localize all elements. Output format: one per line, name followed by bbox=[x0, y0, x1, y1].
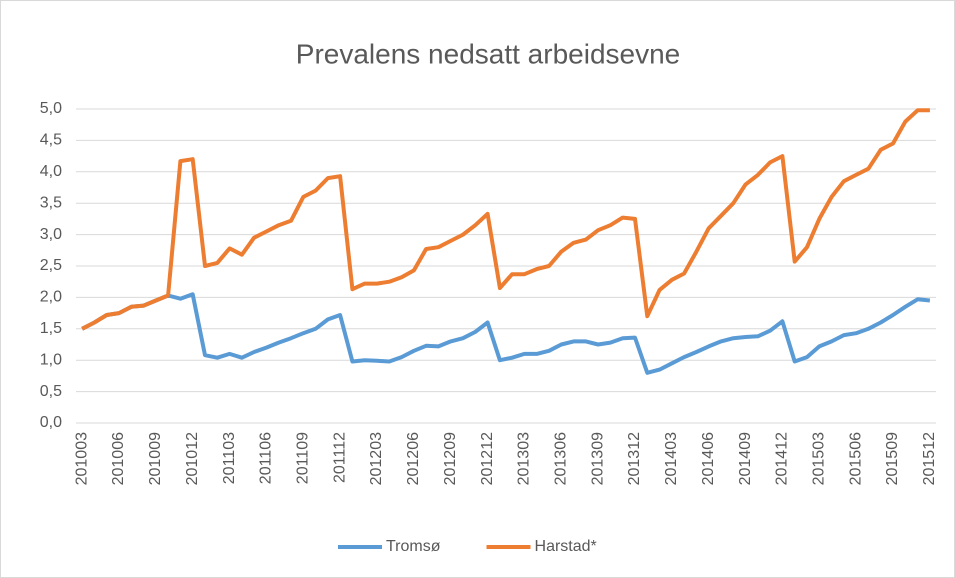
y-tick-label: 3,5 bbox=[40, 194, 62, 211]
x-tick-label: 201103 bbox=[221, 432, 238, 484]
y-tick-label: 5,0 bbox=[40, 100, 62, 117]
series-line bbox=[81, 292, 931, 375]
y-tick-label: 4,0 bbox=[40, 163, 62, 180]
x-tick-label: 201209 bbox=[442, 432, 459, 485]
x-tick-label: 201312 bbox=[626, 432, 643, 485]
x-tick-label: 201112 bbox=[331, 432, 348, 483]
y-tick-label: 0,5 bbox=[40, 383, 62, 400]
y-tick-label: 0,0 bbox=[40, 414, 62, 431]
x-tick-label: 201509 bbox=[884, 432, 901, 485]
y-tick-label: 4,5 bbox=[40, 132, 62, 149]
y-tick-label: 1,0 bbox=[40, 351, 62, 368]
x-tick-label: 201106 bbox=[258, 432, 275, 484]
x-tick-label: 201003 bbox=[73, 432, 90, 485]
x-tick-label: 201512 bbox=[921, 432, 938, 485]
x-tick-label: 201109 bbox=[295, 432, 312, 484]
y-tick-label: 2,5 bbox=[40, 257, 62, 274]
x-tick-label: 201409 bbox=[737, 432, 754, 485]
x-tick-label: 201503 bbox=[811, 432, 828, 485]
x-tick-label: 201403 bbox=[663, 432, 680, 485]
y-tick-label: 1,5 bbox=[40, 320, 62, 337]
x-tick-label: 201212 bbox=[479, 432, 496, 485]
x-tick-label: 201412 bbox=[774, 432, 791, 485]
x-tick-label: 201309 bbox=[589, 432, 606, 485]
x-tick-label: 201012 bbox=[184, 432, 201, 485]
series-line bbox=[81, 108, 930, 331]
x-tick-label: 201006 bbox=[110, 432, 127, 485]
legend-label: Harstad* bbox=[535, 538, 597, 555]
x-tick-label: 201506 bbox=[847, 432, 864, 485]
chart-title: Prevalens nedsatt arbeidsevne bbox=[296, 38, 680, 69]
x-tick-label: 201203 bbox=[368, 432, 385, 485]
x-tick-label: 201306 bbox=[553, 432, 570, 485]
y-tick-label: 2,0 bbox=[40, 289, 62, 306]
y-tick-label: 3,0 bbox=[40, 226, 62, 243]
legend-label: Tromsø bbox=[386, 538, 441, 555]
x-tick-label: 201206 bbox=[405, 432, 422, 485]
x-tick-label: 201009 bbox=[147, 432, 164, 485]
x-tick-label: 201406 bbox=[700, 432, 717, 485]
x-tick-label: 201303 bbox=[516, 432, 533, 485]
